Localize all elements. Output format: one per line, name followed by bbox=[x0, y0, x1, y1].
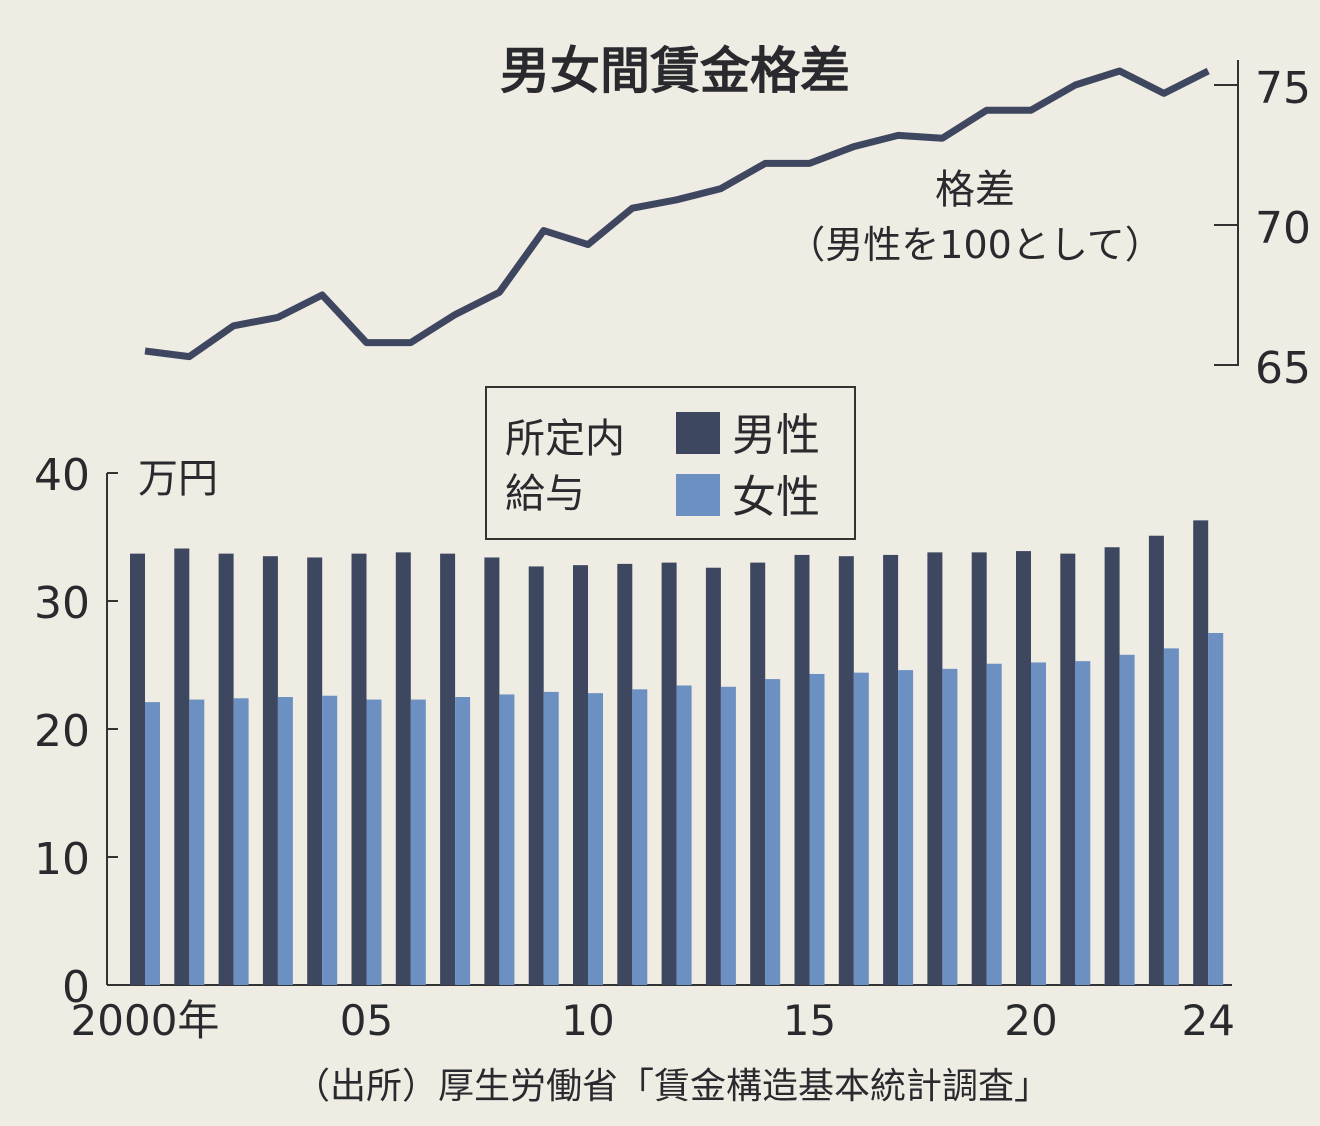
bar-female bbox=[366, 699, 382, 985]
legend: 所定内 給与 男性 女性 bbox=[485, 386, 856, 540]
bar-male bbox=[1104, 547, 1120, 985]
legend-swatch-female bbox=[676, 474, 720, 516]
legend-box bbox=[485, 386, 856, 540]
x-axis-tick-label: 20 bbox=[1004, 996, 1057, 1045]
chart-title: 男女間賃金格差 bbox=[500, 42, 850, 100]
bar-female bbox=[543, 691, 559, 985]
bar-female bbox=[898, 670, 914, 985]
bar-female bbox=[676, 685, 692, 985]
bar-male bbox=[351, 553, 367, 985]
x-axis-tick-label: 24 bbox=[1181, 996, 1234, 1045]
legend-title-2: 給与 bbox=[505, 471, 585, 517]
bar-female bbox=[588, 693, 603, 985]
bar-male bbox=[174, 548, 190, 985]
bar-male bbox=[1060, 553, 1076, 985]
legend-swatch-male bbox=[676, 412, 720, 454]
bar-male bbox=[528, 566, 544, 985]
legend-label-male: 男性 bbox=[732, 410, 820, 461]
bar-female bbox=[455, 697, 471, 985]
bar-female bbox=[853, 672, 869, 985]
bar-male bbox=[661, 562, 677, 985]
bar-female bbox=[410, 699, 426, 985]
bar-female bbox=[986, 663, 1002, 985]
bar-male bbox=[617, 563, 633, 985]
left-axis-tick-label: 30 bbox=[34, 578, 90, 629]
bar-male bbox=[307, 557, 323, 985]
bar-female bbox=[720, 686, 736, 985]
bar-male bbox=[838, 556, 854, 985]
bar-male bbox=[750, 562, 766, 985]
bar-female bbox=[942, 668, 958, 985]
line-label: 格差 bbox=[935, 167, 1015, 213]
legend-label-female: 女性 bbox=[732, 472, 820, 523]
bar-male bbox=[573, 565, 588, 985]
left-axis-tick-label: 40 bbox=[34, 450, 90, 501]
bar-male bbox=[395, 552, 411, 985]
bar-female bbox=[809, 673, 825, 985]
bar-female bbox=[1075, 661, 1091, 985]
bar-male bbox=[927, 552, 943, 985]
bar-male bbox=[971, 552, 987, 985]
bar-female bbox=[1163, 648, 1179, 985]
source-note: （出所）厚生労働省「賃金構造基本統計調査」 bbox=[294, 1066, 1050, 1107]
right-axis-tick-label: 65 bbox=[1255, 343, 1311, 394]
legend-title-1: 所定内 bbox=[505, 416, 625, 462]
bar-female bbox=[233, 698, 249, 985]
right-axis-tick-label: 70 bbox=[1255, 203, 1311, 254]
bar-female bbox=[1119, 654, 1135, 985]
bar-male bbox=[794, 554, 810, 985]
bar-male bbox=[262, 556, 278, 985]
gap-line bbox=[144, 67, 1210, 361]
bar-male bbox=[1016, 551, 1031, 985]
left-axis-tick-label: 10 bbox=[34, 834, 90, 885]
bar-female bbox=[1208, 633, 1224, 985]
bar-male bbox=[218, 553, 234, 985]
bar-female bbox=[322, 695, 338, 985]
bar-male bbox=[130, 553, 145, 985]
bar-male bbox=[705, 567, 721, 985]
x-axis-tick-label: 2000年 bbox=[71, 996, 220, 1045]
bar-female bbox=[499, 694, 515, 985]
bar-male bbox=[484, 557, 500, 985]
bar-female bbox=[277, 697, 293, 985]
right-axis-tick-label: 75 bbox=[1255, 63, 1311, 114]
y-axis-unit: 万円 bbox=[138, 456, 218, 502]
bar-male bbox=[1148, 535, 1164, 985]
x-axis-tick-label: 05 bbox=[340, 996, 393, 1045]
bar-female bbox=[189, 699, 205, 985]
x-axis-tick-label: 10 bbox=[561, 996, 614, 1045]
bar-female bbox=[765, 679, 781, 985]
bar-female bbox=[1031, 662, 1046, 985]
x-axis-tick-label: 15 bbox=[783, 996, 836, 1045]
bar-female bbox=[145, 702, 160, 985]
bar-male bbox=[440, 553, 456, 985]
bar-female bbox=[632, 689, 648, 985]
line-sublabel: （男性を100として） bbox=[787, 223, 1162, 267]
left-axis-tick-label: 20 bbox=[34, 706, 90, 757]
bar-male bbox=[883, 554, 899, 985]
left-axis-tick-label: 0 bbox=[62, 962, 90, 1013]
bar-male bbox=[1193, 520, 1209, 985]
